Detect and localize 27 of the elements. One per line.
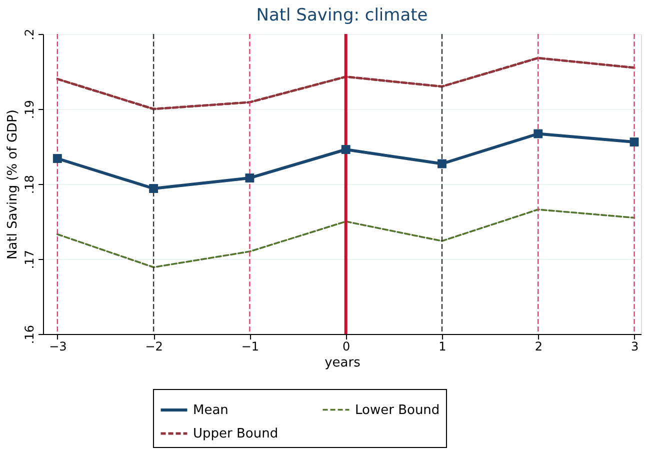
- y-axis-title: Natl Saving (% of GDP): [6, 110, 20, 260]
- legend-label: Lower Bound: [355, 402, 440, 418]
- legend-label: Mean: [193, 403, 228, 418]
- y-tick-label: .19: [22, 100, 36, 120]
- point: [245, 174, 254, 182]
- x-tick-label: −3: [49, 340, 67, 354]
- y-tick-label: .2: [22, 28, 36, 40]
- y-tick-label: .16: [22, 324, 36, 344]
- point: [438, 159, 446, 168]
- x-tick-label: 1: [438, 340, 446, 354]
- x-tick-label: 0: [342, 340, 350, 354]
- line-series: [56, 56, 636, 110]
- line-series: [56, 208, 636, 268]
- x-tick-label: 3: [630, 340, 639, 354]
- x-tick-label: −1: [241, 340, 260, 354]
- point: [149, 184, 158, 193]
- chart-title: Natl Saving: climate: [256, 5, 428, 26]
- x-tick-label: −2: [145, 340, 163, 354]
- point: [630, 138, 639, 146]
- x-axis-title: years: [324, 356, 361, 370]
- point: [341, 145, 350, 154]
- y-tick-label: .18: [22, 174, 36, 194]
- x-tick-label: 2: [534, 340, 542, 354]
- y-tick-label: .17: [22, 250, 36, 270]
- point: [534, 129, 543, 138]
- legend-label: Upper Bound: [193, 426, 278, 442]
- point: [52, 154, 62, 163]
